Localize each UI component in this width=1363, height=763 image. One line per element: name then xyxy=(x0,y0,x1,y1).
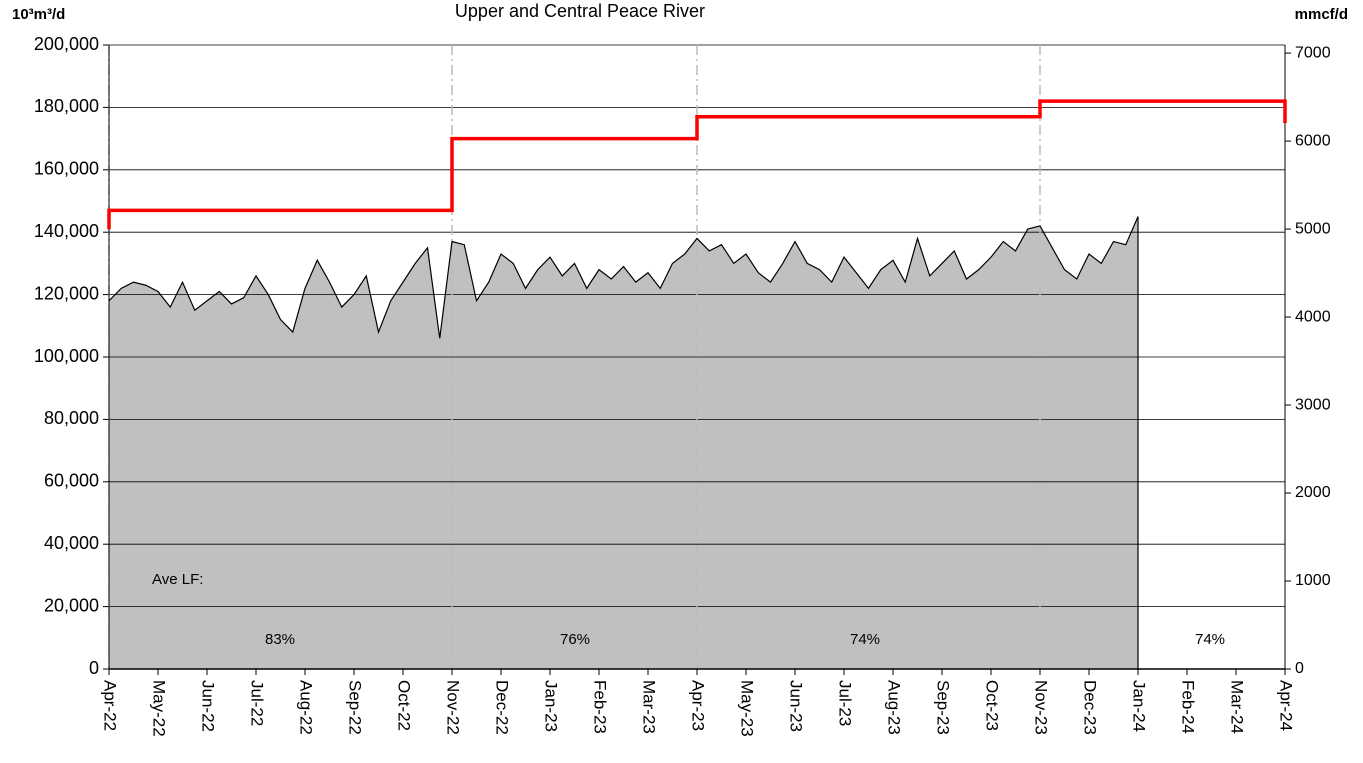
x-tick-label: May-22 xyxy=(150,680,169,737)
x-tick-label: Sep-22 xyxy=(346,680,365,735)
x-tick-label: Dec-22 xyxy=(493,680,512,735)
y-tick-label: 20,000 xyxy=(44,595,99,615)
y-tick-label: 200,000 xyxy=(34,34,99,54)
x-tick-label: Apr-23 xyxy=(689,680,708,731)
annotation: 76% xyxy=(560,631,590,648)
y-tick-label: 140,000 xyxy=(34,221,99,241)
x-tick-label: Feb-24 xyxy=(1179,680,1198,734)
y2-tick-label: 1000 xyxy=(1295,572,1331,589)
y-tick-label: 160,000 xyxy=(34,159,99,179)
x-tick-label: May-23 xyxy=(738,680,757,737)
x-tick-label: Nov-22 xyxy=(444,680,463,735)
x-tick-label: Mar-24 xyxy=(1228,680,1247,734)
y-tick-label: 60,000 xyxy=(44,471,99,491)
y-tick-label: 40,000 xyxy=(44,533,99,553)
capacity-line xyxy=(107,99,1287,230)
x-tick-label: Jun-22 xyxy=(199,680,218,732)
y-tick-label: 80,000 xyxy=(44,408,99,428)
x-tick-label: Aug-23 xyxy=(885,680,904,735)
y2-tick-label: 0 xyxy=(1295,660,1304,677)
y-tick-label: 0 xyxy=(89,658,99,678)
y2-tick-label: 4000 xyxy=(1295,308,1331,325)
annotation: 74% xyxy=(1195,631,1225,648)
y-tick-label: 120,000 xyxy=(34,283,99,303)
y-axis-label: 10³m³/d xyxy=(12,6,65,23)
x-tick-label: Feb-23 xyxy=(591,680,610,734)
y-tick-label: 180,000 xyxy=(34,96,99,116)
x-tick-label: Apr-22 xyxy=(101,680,120,731)
y2-tick-label: 6000 xyxy=(1295,132,1331,149)
chart-title: Upper and Central Peace River xyxy=(455,1,705,21)
x-tick-label: Oct-23 xyxy=(983,680,1002,731)
x-tick-label: Apr-24 xyxy=(1277,680,1296,731)
x-tick-label: Mar-23 xyxy=(640,680,659,734)
x-tick-label: Sep-23 xyxy=(934,680,953,735)
x-tick-label: Aug-22 xyxy=(297,680,316,735)
area-fill xyxy=(109,216,1138,669)
annotation: 74% xyxy=(850,631,880,648)
area-line xyxy=(108,216,1139,339)
annotation: 83% xyxy=(265,631,295,648)
y2-tick-label: 2000 xyxy=(1295,484,1331,501)
x-tick-label: Jan-24 xyxy=(1130,680,1149,732)
y-tick-label: 100,000 xyxy=(34,346,99,366)
x-tick-label: Nov-23 xyxy=(1032,680,1051,735)
x-tick-label: Jul-23 xyxy=(836,680,855,726)
y2-axis-label: mmcf/d xyxy=(1295,6,1348,23)
annotation: Ave LF: xyxy=(152,571,203,588)
x-tick-label: Jun-23 xyxy=(787,680,806,732)
x-tick-label: Oct-22 xyxy=(395,680,414,731)
x-tick-label: Jan-23 xyxy=(542,680,561,732)
y2-tick-label: 5000 xyxy=(1295,220,1331,237)
y2-tick-label: 3000 xyxy=(1295,396,1331,413)
x-tick-label: Jul-22 xyxy=(248,680,267,726)
x-tick-label: Dec-23 xyxy=(1081,680,1100,735)
y2-tick-label: 7000 xyxy=(1295,44,1331,61)
